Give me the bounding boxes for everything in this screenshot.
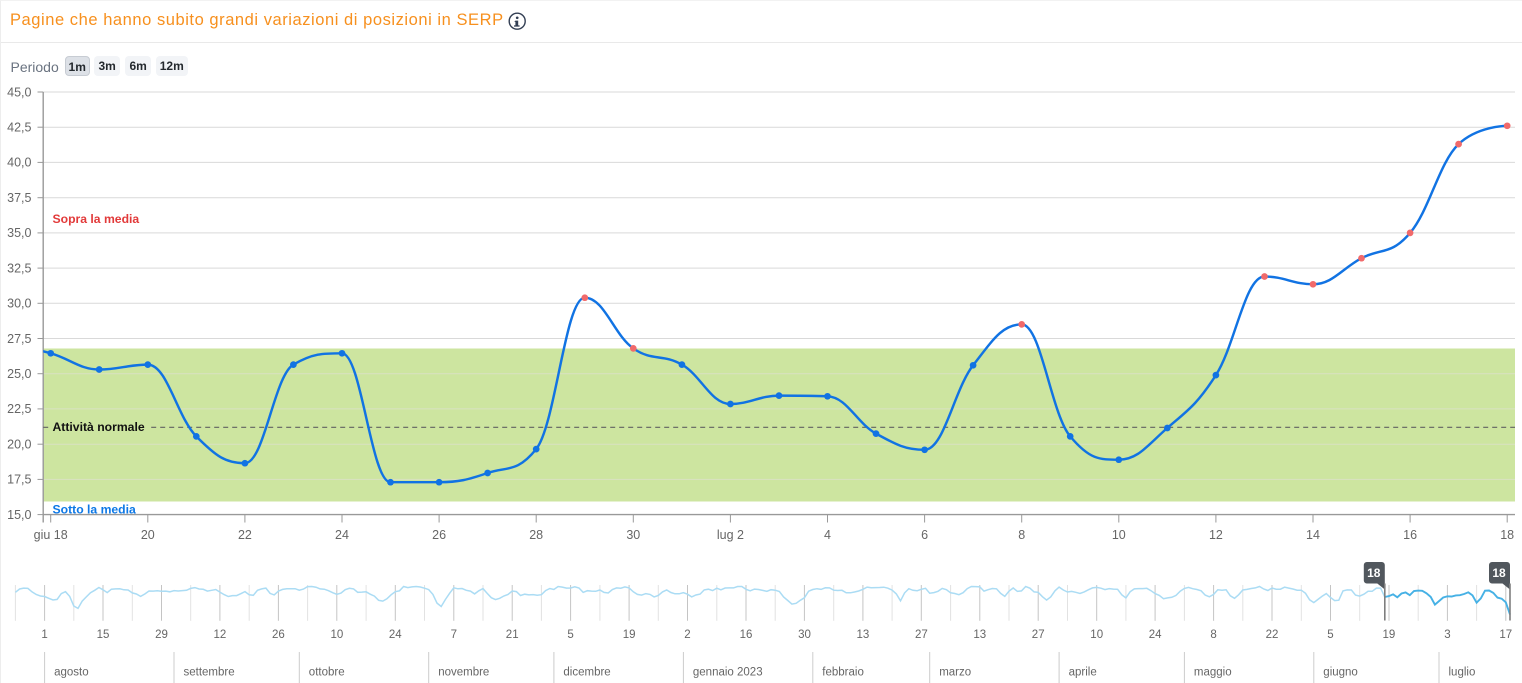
- svg-text:luglio: luglio: [1449, 667, 1476, 679]
- svg-text:24: 24: [335, 528, 349, 542]
- svg-text:1: 1: [41, 629, 47, 641]
- svg-text:30,0: 30,0: [7, 297, 31, 311]
- svg-text:settembre: settembre: [184, 667, 235, 679]
- svg-text:32,5: 32,5: [7, 261, 31, 275]
- svg-text:12: 12: [214, 629, 227, 641]
- svg-text:7: 7: [451, 629, 457, 641]
- svg-text:aprile: aprile: [1069, 667, 1097, 679]
- svg-text:novembre: novembre: [438, 667, 489, 679]
- svg-text:ottobre: ottobre: [309, 667, 345, 679]
- svg-text:13: 13: [857, 629, 870, 641]
- svg-text:29: 29: [155, 629, 168, 641]
- svg-text:22: 22: [1266, 629, 1279, 641]
- svg-text:6: 6: [921, 528, 928, 542]
- svg-text:10: 10: [331, 629, 344, 641]
- svg-text:18: 18: [1500, 528, 1514, 542]
- svg-text:27: 27: [915, 629, 928, 641]
- svg-text:18: 18: [1492, 566, 1506, 580]
- svg-text:2: 2: [684, 629, 690, 641]
- svg-text:13: 13: [973, 629, 986, 641]
- svg-text:45,0: 45,0: [7, 85, 31, 99]
- svg-text:24: 24: [389, 629, 402, 641]
- svg-text:16: 16: [1403, 528, 1417, 542]
- svg-text:10: 10: [1112, 528, 1126, 542]
- svg-text:15,0: 15,0: [7, 508, 31, 522]
- svg-text:20,0: 20,0: [7, 438, 31, 452]
- svg-text:24: 24: [1149, 629, 1162, 641]
- svg-text:37,5: 37,5: [7, 191, 31, 205]
- svg-text:12: 12: [1209, 528, 1223, 542]
- svg-text:3: 3: [1444, 629, 1450, 641]
- svg-text:19: 19: [623, 629, 636, 641]
- svg-text:16: 16: [740, 629, 753, 641]
- svg-text:maggio: maggio: [1194, 667, 1232, 679]
- svg-text:22: 22: [238, 528, 252, 542]
- svg-text:4: 4: [824, 528, 831, 542]
- svg-text:5: 5: [567, 629, 573, 641]
- svg-text:lug 2: lug 2: [717, 528, 744, 542]
- svg-text:40,0: 40,0: [7, 156, 31, 170]
- svg-text:marzo: marzo: [939, 667, 971, 679]
- svg-text:28: 28: [529, 528, 543, 542]
- svg-text:27,5: 27,5: [7, 332, 31, 346]
- svg-text:19: 19: [1383, 629, 1396, 641]
- svg-text:gennaio 2023: gennaio 2023: [693, 667, 763, 679]
- svg-text:18: 18: [1367, 566, 1381, 580]
- svg-text:15: 15: [97, 629, 110, 641]
- svg-text:25,0: 25,0: [7, 367, 31, 381]
- svg-text:42,5: 42,5: [7, 121, 31, 135]
- svg-text:dicembre: dicembre: [563, 667, 610, 679]
- svg-text:Sopra la media: Sopra la media: [53, 212, 140, 226]
- svg-text:30: 30: [626, 528, 640, 542]
- svg-text:35,0: 35,0: [7, 226, 31, 240]
- svg-text:5: 5: [1327, 629, 1333, 641]
- svg-text:Attività normale: Attività normale: [53, 420, 145, 434]
- svg-text:8: 8: [1018, 528, 1025, 542]
- svg-text:14: 14: [1306, 528, 1320, 542]
- svg-text:22,5: 22,5: [7, 402, 31, 416]
- svg-text:30: 30: [798, 629, 811, 641]
- svg-text:20: 20: [141, 528, 155, 542]
- svg-text:Sotto la media: Sotto la media: [53, 503, 137, 517]
- svg-text:giu 18: giu 18: [34, 528, 68, 542]
- svg-text:10: 10: [1090, 629, 1103, 641]
- svg-text:agosto: agosto: [54, 667, 89, 679]
- svg-text:26: 26: [432, 528, 446, 542]
- svg-text:17: 17: [1499, 629, 1512, 641]
- svg-text:8: 8: [1210, 629, 1216, 641]
- svg-text:26: 26: [272, 629, 285, 641]
- svg-text:27: 27: [1032, 629, 1045, 641]
- svg-text:17,5: 17,5: [7, 473, 31, 487]
- svg-text:febbraio: febbraio: [822, 667, 864, 679]
- svg-text:giugno: giugno: [1323, 667, 1358, 679]
- svg-text:21: 21: [506, 629, 519, 641]
